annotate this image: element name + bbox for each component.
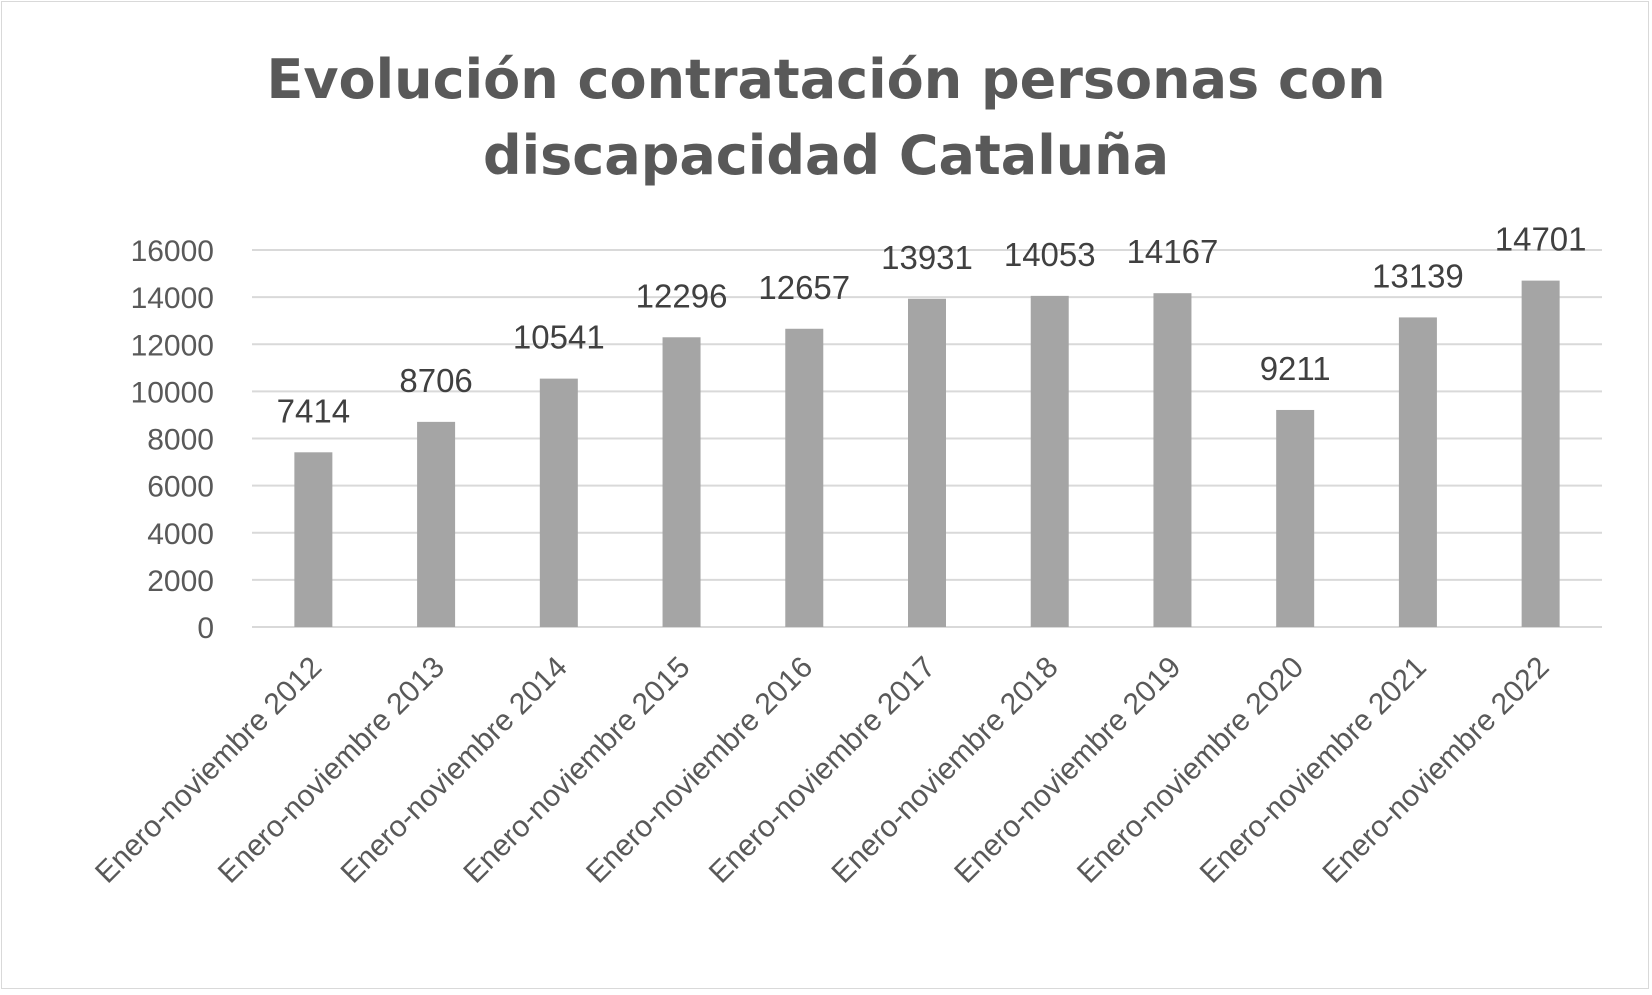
bars <box>294 280 1560 627</box>
data-label: 14701 <box>1495 221 1587 258</box>
x-tick-label: Enero-noviembre 2021 <box>1194 651 1433 890</box>
data-label: 9211 <box>1260 350 1331 387</box>
y-axis-ticks: 0 2000 4000 6000 8000 10000 12000 14000 16000 <box>131 235 214 645</box>
x-tick-label: Enero-noviembre 2020 <box>1071 651 1310 890</box>
data-label: 7414 <box>277 392 350 429</box>
x-tick-label: Enero-noviembre 2014 <box>335 651 574 890</box>
y-tick-label: 6000 <box>147 471 214 504</box>
bar <box>908 298 946 627</box>
x-tick-label: Enero-noviembre 2015 <box>457 651 696 890</box>
y-tick-label: 10000 <box>131 376 214 409</box>
bar <box>1276 409 1315 627</box>
y-tick-label: 16000 <box>131 235 214 268</box>
y-tick-label: 2000 <box>147 565 214 598</box>
bar <box>1030 295 1069 627</box>
bar <box>1153 293 1192 627</box>
data-label: 10541 <box>513 319 605 356</box>
bar <box>785 328 824 627</box>
y-tick-label: 14000 <box>131 282 214 315</box>
data-label: 12296 <box>636 277 728 314</box>
data-labels: 7414 8706 10541 12296 12657 13931 14053 14167 92… <box>277 221 1587 430</box>
bar <box>539 378 578 627</box>
chart-title-line-1: Evolución contratación personas con <box>266 48 1385 111</box>
bar <box>294 452 333 627</box>
bar <box>1398 317 1437 627</box>
bar <box>1521 280 1560 627</box>
x-tick-label: Enero-noviembre 2018 <box>826 651 1065 890</box>
data-label: 13139 <box>1372 257 1464 294</box>
data-label: 12657 <box>758 269 850 306</box>
y-tick-label: 8000 <box>147 424 214 457</box>
bar <box>417 421 456 627</box>
x-tick-label: Enero-noviembre 2017 <box>703 651 942 890</box>
data-label: 14167 <box>1127 233 1219 270</box>
x-tick-label: Enero-noviembre 2012 <box>89 651 328 890</box>
data-label: 8706 <box>399 362 472 399</box>
data-label: 14053 <box>1004 236 1096 273</box>
x-tick-label: Enero-noviembre 2016 <box>580 651 819 890</box>
y-tick-label: 12000 <box>131 329 214 362</box>
x-tick-label: Enero-noviembre 2013 <box>212 651 451 890</box>
x-tick-label: Enero-noviembre 2019 <box>948 651 1187 890</box>
chart-title-line-2: discapacidad Cataluña <box>483 124 1169 187</box>
data-label: 13931 <box>881 239 973 276</box>
y-tick-label: 4000 <box>147 518 214 551</box>
x-tick-label: Enero-noviembre 2022 <box>1316 651 1555 890</box>
bar <box>662 337 701 627</box>
y-tick-label: 0 <box>197 612 214 645</box>
